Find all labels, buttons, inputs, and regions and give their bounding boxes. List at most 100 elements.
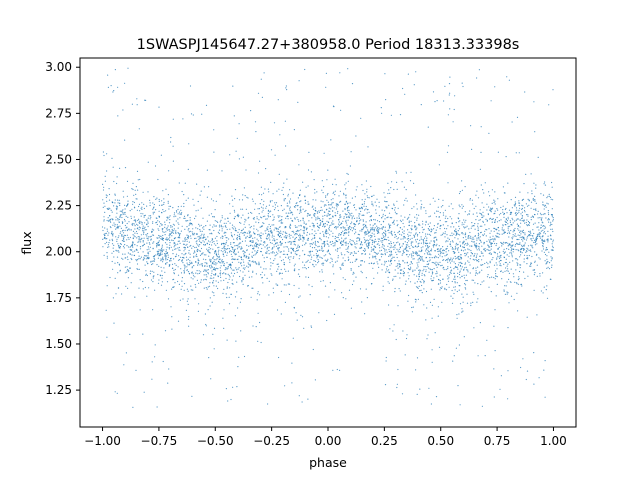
data-point [211,233,213,235]
data-point [298,296,300,298]
data-point [373,233,375,235]
data-point [162,360,164,363]
data-point [314,243,316,245]
data-point [531,255,533,258]
data-point [342,257,344,259]
data-point [198,303,200,305]
data-point [118,247,120,249]
data-point [134,236,136,238]
data-point [408,294,410,297]
data-point [277,247,279,249]
data-point [178,211,181,213]
data-point [546,197,548,199]
data-point [472,203,474,205]
data-point [137,268,139,270]
data-point [195,237,197,239]
data-point [237,214,239,216]
data-point [522,232,525,234]
data-point [153,229,155,231]
data-point [397,267,399,269]
data-point [369,231,371,233]
data-point [284,226,286,228]
data-point [505,207,507,210]
data-point [171,231,173,234]
data-point [256,216,258,218]
data-point [344,233,346,235]
data-point [114,277,116,279]
data-point [268,191,270,193]
data-point [189,222,191,224]
data-point [205,325,207,327]
data-point [284,385,286,387]
data-point [157,244,159,246]
data-point [547,241,549,243]
data-point [418,254,420,256]
data-point [467,236,469,238]
data-point [222,226,224,228]
data-point [134,250,136,252]
data-point [491,202,493,204]
data-point [136,263,139,265]
data-point [406,249,408,251]
data-point [177,320,180,322]
data-point [148,248,150,250]
data-point [279,226,281,228]
data-point [459,256,462,258]
data-point [276,270,278,272]
data-point [331,260,333,262]
data-point [427,247,429,249]
data-point [150,279,153,281]
data-point [333,223,335,225]
data-point [471,225,473,227]
data-point [467,252,469,254]
data-point [349,202,351,204]
data-point [414,235,416,237]
data-point [488,266,490,268]
data-point [187,235,189,237]
data-point [231,282,233,285]
data-point [177,259,180,261]
data-point [302,238,304,240]
data-point [320,200,322,202]
data-point [420,236,422,238]
data-point [294,225,296,227]
data-point [441,234,444,236]
data-point [329,282,331,284]
data-point [378,244,380,246]
data-point [288,283,291,285]
data-point [477,227,479,229]
data-point [224,250,227,252]
data-point [192,289,194,291]
data-point [522,240,524,242]
data-point [106,285,108,287]
data-point [518,200,520,202]
data-point [332,198,334,200]
data-point [160,154,162,156]
data-point [429,259,431,261]
data-point [368,257,371,259]
data-point [411,311,413,313]
data-point [339,190,341,192]
data-point [388,269,390,271]
data-point [341,232,343,234]
data-point [479,219,481,221]
data-point [327,221,329,223]
data-point [535,238,538,240]
data-point [490,210,492,212]
data-point [161,251,163,253]
data-point [360,210,362,212]
data-point [305,209,307,212]
data-point [293,240,295,242]
data-point [119,232,121,234]
data-point [283,262,285,264]
data-point [476,77,478,79]
data-point [110,221,112,223]
data-point [260,274,262,276]
data-point [469,199,471,201]
data-point [224,248,226,250]
data-point [289,225,291,227]
data-point [279,215,281,217]
data-point [251,251,253,253]
data-point [254,233,256,235]
data-point [541,238,543,240]
